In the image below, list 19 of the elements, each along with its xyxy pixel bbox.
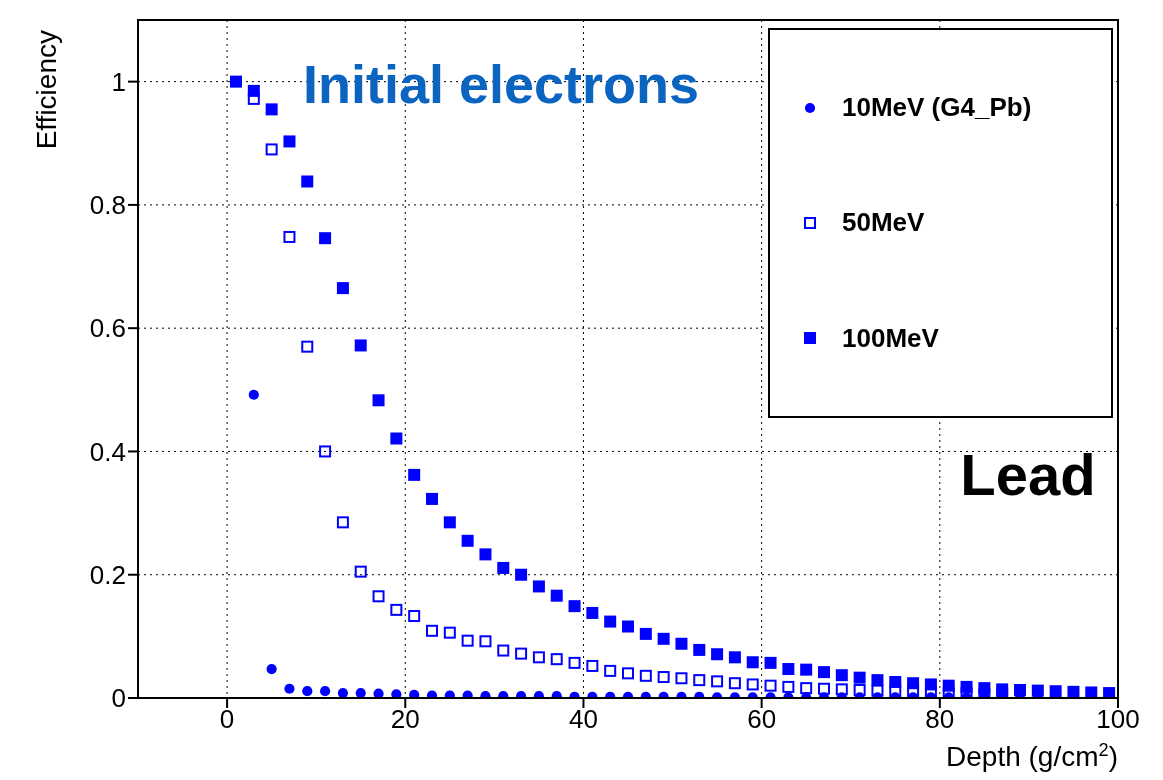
x-tick-label: 40 — [568, 704, 598, 735]
y-tick-label: 0.2 — [89, 559, 126, 590]
legend-label: 10MeV (G4_Pb) — [842, 92, 1032, 124]
y-tick-label: 0 — [111, 683, 126, 714]
x-tick-label: 20 — [390, 704, 420, 735]
y-axis-title: Efficiency — [31, 30, 62, 150]
x-axis-title: Depth (g/cm$^{2}$) — [946, 740, 1118, 772]
annotation: Initial electrons — [303, 54, 700, 114]
y-tick-label: 0.6 — [89, 313, 126, 344]
y-tick-label: 0.4 — [89, 436, 126, 467]
x-tick-label: 0 — [219, 704, 235, 735]
annotation: Lead — [960, 442, 1096, 507]
legend-label: 50MeV — [842, 207, 925, 239]
legend-label: 100MeV — [842, 322, 939, 354]
y-tick-label: 0.8 — [89, 190, 126, 221]
x-tick-label: 60 — [747, 704, 777, 735]
y-tick-label: 1 — [111, 66, 126, 97]
x-tick-label: 80 — [925, 704, 955, 735]
x-tick-label: 100 — [1096, 704, 1140, 735]
